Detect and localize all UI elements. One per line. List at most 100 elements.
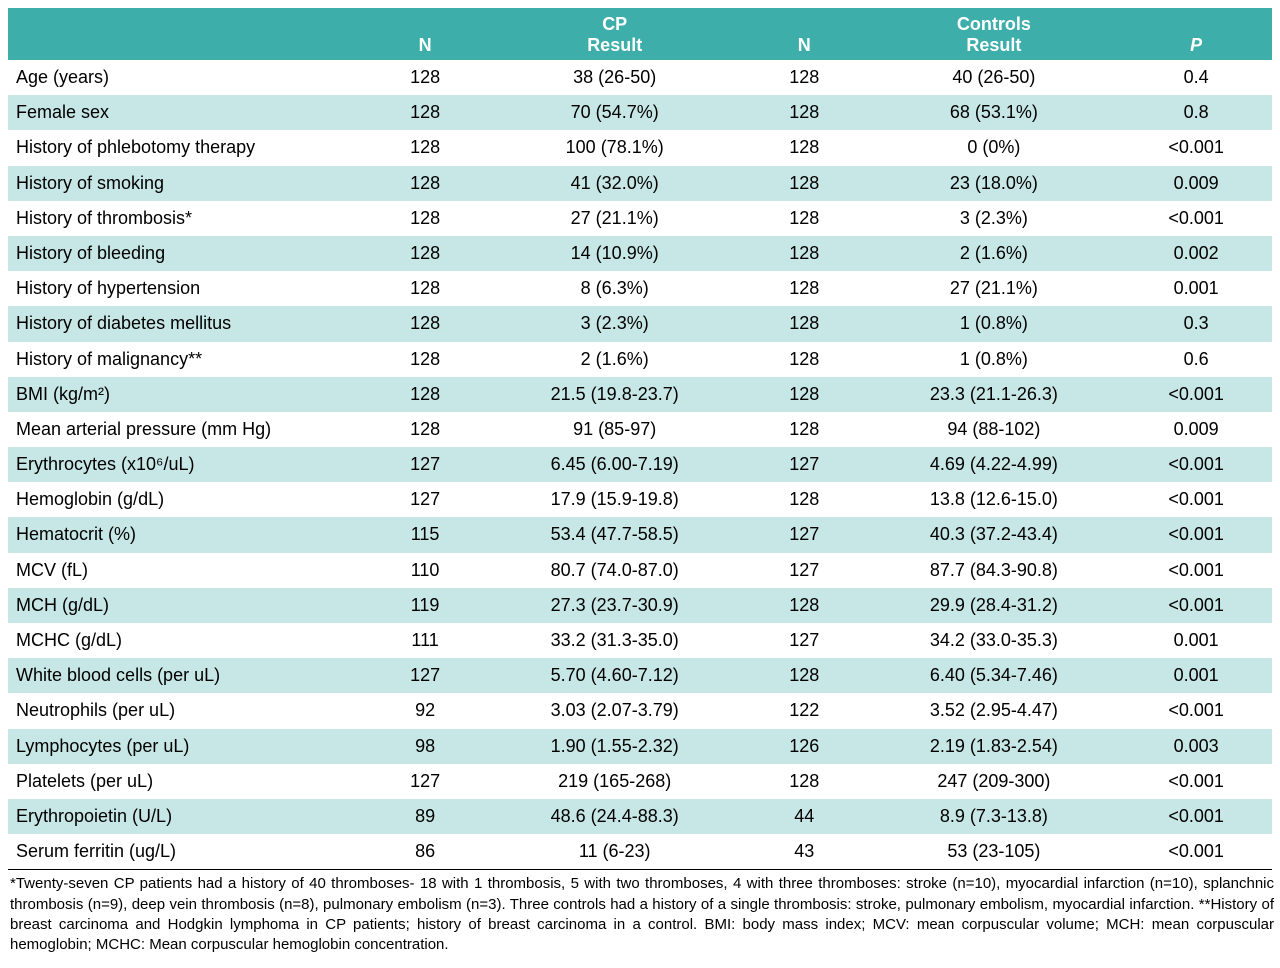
table-row: MCH (g/dL)11927.3 (23.7-30.9)12829.9 (28… — [8, 588, 1272, 623]
cp-n: 110 — [362, 553, 488, 588]
row-label: History of malignancy** — [8, 342, 362, 377]
header-blank — [8, 8, 362, 60]
cp-n: 115 — [362, 517, 488, 552]
ctrl-result: 68 (53.1%) — [867, 95, 1120, 130]
table-row: History of hypertension1288 (6.3%)12827 … — [8, 271, 1272, 306]
cp-n: 111 — [362, 623, 488, 658]
ctrl-n: 126 — [741, 729, 867, 764]
table-row: Female sex12870 (54.7%)12868 (53.1%)0.8 — [8, 95, 1272, 130]
cp-result: 53.4 (47.7-58.5) — [488, 517, 741, 552]
ctrl-result: 27 (21.1%) — [867, 271, 1120, 306]
table-row: Lymphocytes (per uL)981.90 (1.55-2.32)12… — [8, 729, 1272, 764]
p-value: 0.3 — [1120, 306, 1272, 341]
ctrl-result: 40 (26-50) — [867, 60, 1120, 95]
cp-result: 6.45 (6.00-7.19) — [488, 447, 741, 482]
header-cp-group: CPResult — [488, 8, 741, 60]
ctrl-result: 34.2 (33.0-35.3) — [867, 623, 1120, 658]
ctrl-result: 247 (209-300) — [867, 764, 1120, 799]
cp-n: 128 — [362, 377, 488, 412]
p-value: 0.001 — [1120, 623, 1272, 658]
cp-n: 128 — [362, 60, 488, 95]
row-label: History of bleeding — [8, 236, 362, 271]
row-label: Hematocrit (%) — [8, 517, 362, 552]
table-row: History of diabetes mellitus1283 (2.3%)1… — [8, 306, 1272, 341]
ctrl-n: 128 — [741, 271, 867, 306]
ctrl-result: 3.52 (2.95-4.47) — [867, 693, 1120, 728]
table-row: Hemoglobin (g/dL)12717.9 (15.9-19.8)1281… — [8, 482, 1272, 517]
cp-result: 3.03 (2.07-3.79) — [488, 693, 741, 728]
row-label: BMI (kg/m²) — [8, 377, 362, 412]
cp-result: 91 (85-97) — [488, 412, 741, 447]
cp-n: 128 — [362, 342, 488, 377]
row-label: Serum ferritin (ug/L) — [8, 834, 362, 870]
row-label: Platelets (per uL) — [8, 764, 362, 799]
cp-result: 41 (32.0%) — [488, 166, 741, 201]
header-ctrl-n: N — [741, 8, 867, 60]
cp-result: 2 (1.6%) — [488, 342, 741, 377]
header-p: P — [1120, 8, 1272, 60]
ctrl-n: 127 — [741, 623, 867, 658]
ctrl-n: 128 — [741, 60, 867, 95]
cp-n: 89 — [362, 799, 488, 834]
cp-n: 92 — [362, 693, 488, 728]
p-value: 0.8 — [1120, 95, 1272, 130]
ctrl-result: 29.9 (28.4-31.2) — [867, 588, 1120, 623]
header-ctrl-group: ControlsResult — [867, 8, 1120, 60]
ctrl-n: 128 — [741, 236, 867, 271]
table-row: Serum ferritin (ug/L)8611 (6-23)4353 (23… — [8, 834, 1272, 870]
cp-result: 70 (54.7%) — [488, 95, 741, 130]
row-label: History of hypertension — [8, 271, 362, 306]
cp-n: 127 — [362, 764, 488, 799]
ctrl-result: 4.69 (4.22-4.99) — [867, 447, 1120, 482]
table-row: Mean arterial pressure (mm Hg)12891 (85-… — [8, 412, 1272, 447]
ctrl-n: 128 — [741, 482, 867, 517]
clinical-table: N CPResult N ControlsResult P Age (years… — [8, 8, 1272, 870]
table-row: Age (years)12838 (26-50)12840 (26-50)0.4 — [8, 60, 1272, 95]
ctrl-result: 53 (23-105) — [867, 834, 1120, 870]
cp-n: 98 — [362, 729, 488, 764]
cp-result: 3 (2.3%) — [488, 306, 741, 341]
table-row: History of thrombosis*12827 (21.1%)1283 … — [8, 201, 1272, 236]
cp-result: 5.70 (4.60-7.12) — [488, 658, 741, 693]
table-row: White blood cells (per uL)1275.70 (4.60-… — [8, 658, 1272, 693]
ctrl-n: 44 — [741, 799, 867, 834]
row-label: History of phlebotomy therapy — [8, 130, 362, 165]
ctrl-result: 94 (88-102) — [867, 412, 1120, 447]
cp-result: 48.6 (24.4-88.3) — [488, 799, 741, 834]
ctrl-result: 23.3 (21.1-26.3) — [867, 377, 1120, 412]
cp-result: 1.90 (1.55-2.32) — [488, 729, 741, 764]
p-value: 0.009 — [1120, 166, 1272, 201]
cp-result: 14 (10.9%) — [488, 236, 741, 271]
cp-n: 127 — [362, 482, 488, 517]
table-row: MCV (fL)11080.7 (74.0-87.0)12787.7 (84.3… — [8, 553, 1272, 588]
row-label: White blood cells (per uL) — [8, 658, 362, 693]
cp-n: 127 — [362, 658, 488, 693]
table-body: Age (years)12838 (26-50)12840 (26-50)0.4… — [8, 60, 1272, 870]
p-value: <0.001 — [1120, 447, 1272, 482]
cp-result: 11 (6-23) — [488, 834, 741, 870]
p-value: <0.001 — [1120, 377, 1272, 412]
cp-result: 17.9 (15.9-19.8) — [488, 482, 741, 517]
cp-n: 128 — [362, 166, 488, 201]
row-label: Erythrocytes (x10⁶/uL) — [8, 447, 362, 482]
row-label: History of smoking — [8, 166, 362, 201]
header-cp-n: N — [362, 8, 488, 60]
ctrl-result: 2.19 (1.83-2.54) — [867, 729, 1120, 764]
p-value: 0.001 — [1120, 271, 1272, 306]
cp-result: 21.5 (19.8-23.7) — [488, 377, 741, 412]
cp-result: 80.7 (74.0-87.0) — [488, 553, 741, 588]
table-row: Neutrophils (per uL)923.03 (2.07-3.79)12… — [8, 693, 1272, 728]
ctrl-result: 1 (0.8%) — [867, 342, 1120, 377]
p-value: <0.001 — [1120, 588, 1272, 623]
ctrl-n: 128 — [741, 658, 867, 693]
footnote-text: *Twenty-seven CP patients had a history … — [8, 870, 1276, 955]
p-value: <0.001 — [1120, 201, 1272, 236]
table-row: BMI (kg/m²)12821.5 (19.8-23.7)12823.3 (2… — [8, 377, 1272, 412]
cp-n: 128 — [362, 130, 488, 165]
ctrl-n: 128 — [741, 95, 867, 130]
ctrl-n: 128 — [741, 201, 867, 236]
cp-result: 8 (6.3%) — [488, 271, 741, 306]
p-value: <0.001 — [1120, 553, 1272, 588]
row-label: Age (years) — [8, 60, 362, 95]
ctrl-n: 128 — [741, 166, 867, 201]
